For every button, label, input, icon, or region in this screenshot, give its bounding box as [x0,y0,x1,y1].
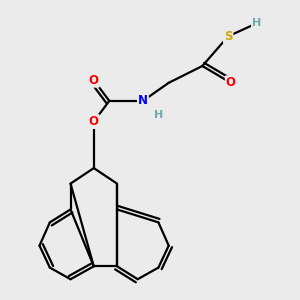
Text: S: S [224,30,233,43]
Text: O: O [226,76,236,89]
Text: H: H [252,18,261,28]
Text: N: N [138,94,148,107]
Text: O: O [89,74,99,87]
Text: H: H [154,110,163,120]
Text: O: O [89,115,99,128]
